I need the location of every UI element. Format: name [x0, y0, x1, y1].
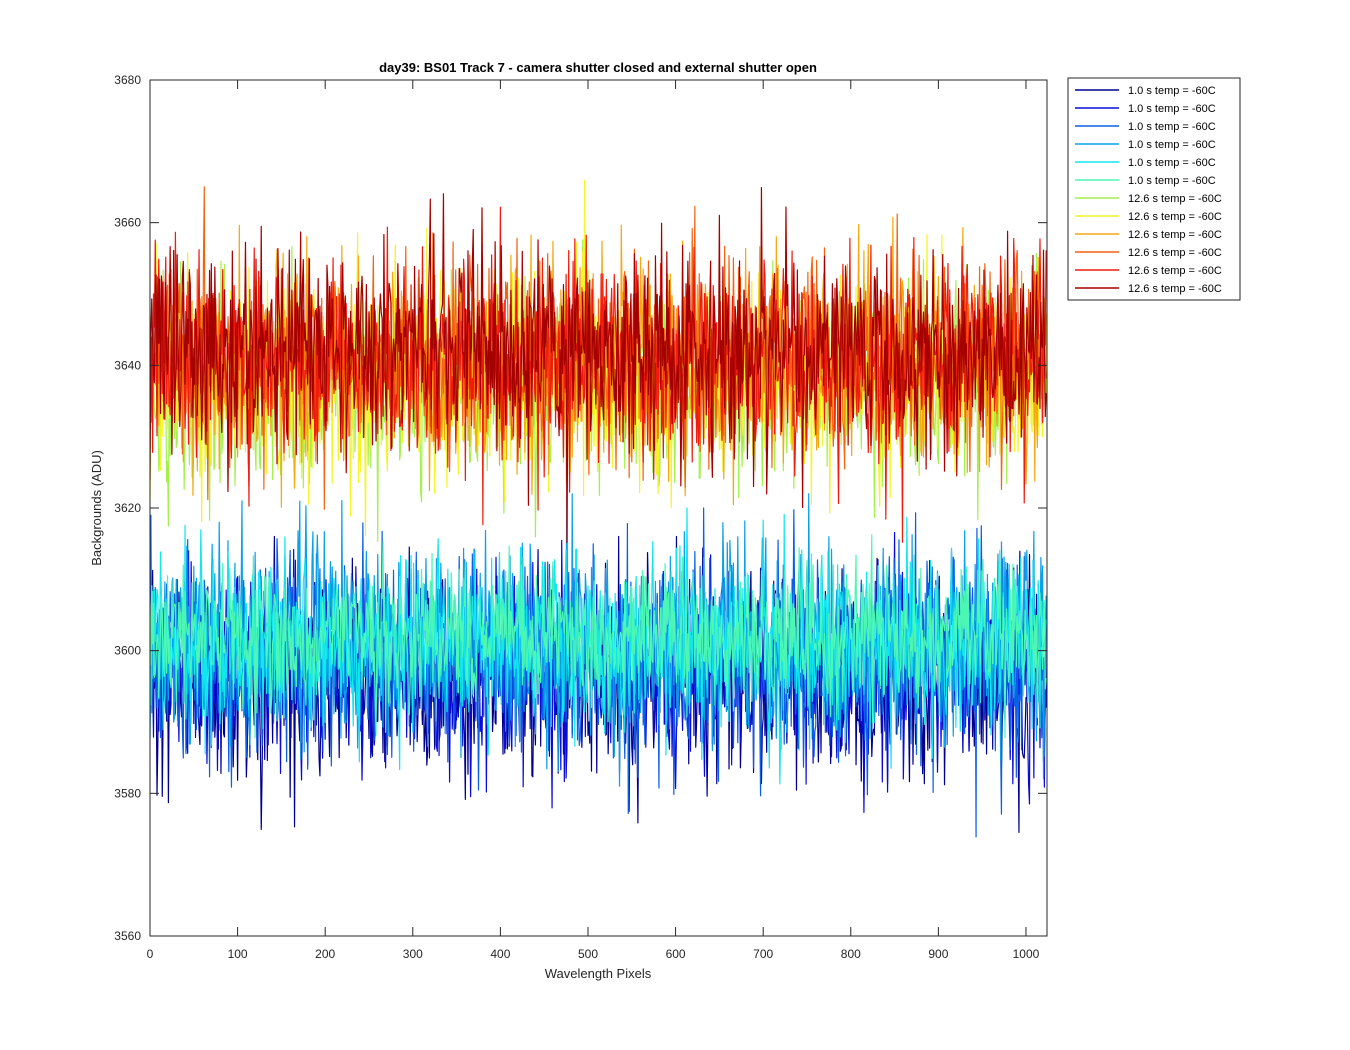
x-tick-label: 700 — [753, 947, 773, 961]
legend-label-12: 12.6 s temp = -60C — [1128, 283, 1222, 295]
x-tick-label: 800 — [841, 947, 861, 961]
x-tick-label: 400 — [490, 947, 510, 961]
y-tick-label: 3620 — [114, 501, 141, 515]
series-line-12 — [150, 187, 1047, 543]
x-tick-label: 900 — [928, 947, 948, 961]
y-tick-label: 3680 — [114, 73, 141, 87]
legend: 1.0 s temp = -60C 1.0 s temp = -60C 1.0 s … — [1067, 77, 1241, 301]
chart-title: day39: BS01 Track 7 - camera shutter clo… — [379, 60, 817, 75]
legend-label-6: 1.0 s temp = -60C — [1128, 175, 1216, 187]
x-tick-label: 100 — [228, 947, 248, 961]
legend-label-3: 1.0 s temp = -60C — [1128, 121, 1216, 133]
legend-box — [1067, 77, 1241, 301]
legend-label-1: 1.0 s temp = -60C — [1128, 85, 1216, 97]
y-tick-label: 3660 — [114, 216, 141, 230]
legend-label-7: 12.6 s temp = -60C — [1128, 193, 1222, 205]
legend-label-5: 1.0 s temp = -60C — [1128, 157, 1216, 169]
legend-label-9: 12.6 s temp = -60C — [1128, 229, 1222, 241]
x-tick-label: 600 — [666, 947, 686, 961]
y-axis-title: Backgrounds (ADU) — [89, 450, 104, 566]
x-tick-label: 1000 — [1013, 947, 1040, 961]
series-line-5 — [150, 507, 1047, 785]
legend-label-11: 12.6 s temp = -60C — [1128, 265, 1222, 277]
legend-label-8: 12.6 s temp = -60C — [1128, 211, 1222, 223]
x-tick-label: 500 — [578, 947, 598, 961]
legend-label-2: 1.0 s temp = -60C — [1128, 103, 1216, 115]
y-tick-label: 3580 — [114, 786, 141, 800]
series-line-6 — [150, 534, 1047, 739]
legend-label-10: 12.6 s temp = -60C — [1128, 247, 1222, 259]
x-tick-label: 300 — [403, 947, 423, 961]
legend-label-4: 1.0 s temp = -60C — [1128, 139, 1216, 151]
x-tick-label: 200 — [315, 947, 335, 961]
y-tick-label: 3640 — [114, 358, 141, 372]
y-tick-label: 3560 — [114, 929, 141, 943]
x-tick-label: 0 — [147, 947, 154, 961]
y-tick-label: 3600 — [114, 644, 141, 658]
x-axis-title: Wavelength Pixels — [545, 966, 652, 981]
